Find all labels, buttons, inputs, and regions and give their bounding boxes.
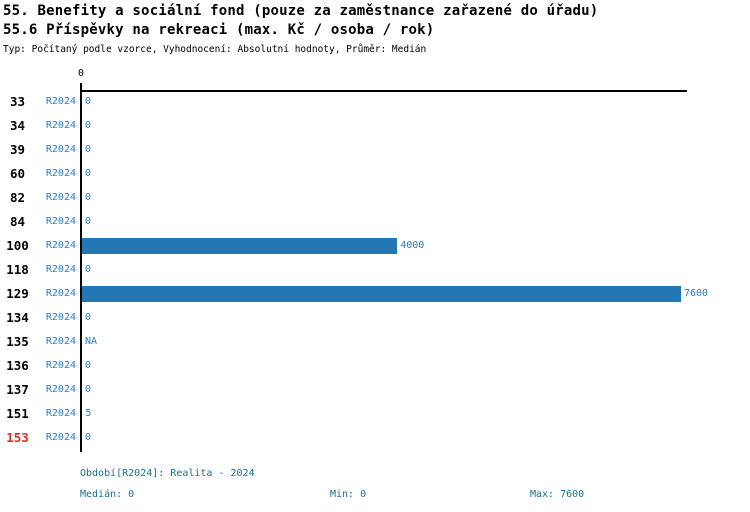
row-value-label: 0 xyxy=(85,359,92,371)
row-category-label: 136 xyxy=(6,357,29,373)
chart-row: 137 R2024 0 xyxy=(0,378,750,402)
row-series-label: R2024 xyxy=(45,119,76,131)
row-value-label: 0 xyxy=(85,95,92,107)
row-category-label: 137 xyxy=(6,381,29,397)
row-series-label: R2024 xyxy=(45,335,76,347)
row-series-label: R2024 xyxy=(45,311,76,323)
row-value-label: 0 xyxy=(85,191,92,203)
footer-period-label: Období[R2024]: Realita - 2024 xyxy=(80,468,255,479)
chart-row: 151 R2024 5 xyxy=(0,402,750,426)
row-value-label: 0 xyxy=(85,119,92,131)
footer-median-label: Medián: 0 xyxy=(80,489,135,500)
row-series-label: R2024 xyxy=(45,359,76,371)
chart-meta-line: Typ: Počítaný podle vzorce, Vyhodnocení:… xyxy=(3,44,427,55)
x-axis-line xyxy=(80,90,687,92)
row-series-label: R2024 xyxy=(45,431,76,443)
row-series-label: R2024 xyxy=(45,191,76,203)
row-category-label: 118 xyxy=(6,261,29,277)
row-category-label: 34 xyxy=(9,117,26,133)
row-value-label: 4000 xyxy=(400,239,425,251)
row-series-label: R2024 xyxy=(45,167,76,179)
row-bar xyxy=(82,285,681,302)
row-series-label: R2024 xyxy=(45,95,76,107)
chart-row: 33 R2024 0 xyxy=(0,90,750,114)
chart-row: 60 R2024 0 xyxy=(0,162,750,186)
row-series-label: R2024 xyxy=(45,407,76,419)
row-value-label: 0 xyxy=(85,263,92,275)
chart-row: 82 R2024 0 xyxy=(0,186,750,210)
row-series-label: R2024 xyxy=(45,143,76,155)
row-category-label: 84 xyxy=(9,213,26,229)
row-category-label: 153 xyxy=(6,429,29,445)
row-series-label: R2024 xyxy=(45,239,76,251)
footer-min-label: Min: 0 xyxy=(330,489,367,500)
row-category-label: 82 xyxy=(9,189,26,205)
row-category-label: 33 xyxy=(9,93,26,109)
row-value-label: 0 xyxy=(85,431,92,443)
row-value-label: 7600 xyxy=(684,287,709,299)
row-value-label: 0 xyxy=(85,311,92,323)
chart-title-line2: 55.6 Příspěvky na rekreaci (max. Kč / os… xyxy=(3,22,435,38)
row-category-label: 60 xyxy=(9,165,26,181)
row-bar xyxy=(82,237,398,254)
row-category-label: 134 xyxy=(6,309,29,325)
chart-row: 129 R2024 7600 xyxy=(0,282,750,306)
chart-row: 100 R2024 4000 xyxy=(0,234,750,258)
row-value-label: 0 xyxy=(85,383,92,395)
row-value-label: 0 xyxy=(85,215,92,227)
chart-row: 39 R2024 0 xyxy=(0,138,750,162)
row-category-label: 100 xyxy=(6,237,29,253)
row-category-label: 39 xyxy=(9,141,26,157)
chart-row: 134 R2024 0 xyxy=(0,306,750,330)
row-value-label: 0 xyxy=(85,167,92,179)
chart-row: 135 R2024 NA xyxy=(0,330,750,354)
x-axis-zero-tick-label: 0 xyxy=(77,68,85,79)
row-category-label: 151 xyxy=(6,405,29,421)
row-value-label: 5 xyxy=(85,407,92,419)
x-axis-zero-tick-mark xyxy=(80,83,82,91)
row-category-label: 135 xyxy=(6,333,29,349)
y-axis-line xyxy=(80,90,82,452)
chart-row: 34 R2024 0 xyxy=(0,114,750,138)
chart-row: 136 R2024 0 xyxy=(0,354,750,378)
row-series-label: R2024 xyxy=(45,263,76,275)
chart-row: 153 R2024 0 xyxy=(0,426,750,450)
row-series-label: R2024 xyxy=(45,383,76,395)
chart-title-line1: 55. Benefity a sociální fond (pouze za z… xyxy=(3,3,599,19)
row-value-label: 0 xyxy=(85,143,92,155)
chart-row: 84 R2024 0 xyxy=(0,210,750,234)
row-series-label: R2024 xyxy=(45,287,76,299)
footer-max-label: Max: 7600 xyxy=(530,489,585,500)
row-category-label: 129 xyxy=(6,285,29,301)
row-series-label: R2024 xyxy=(45,215,76,227)
row-value-label: NA xyxy=(85,335,98,347)
chart-row: 118 R2024 0 xyxy=(0,258,750,282)
